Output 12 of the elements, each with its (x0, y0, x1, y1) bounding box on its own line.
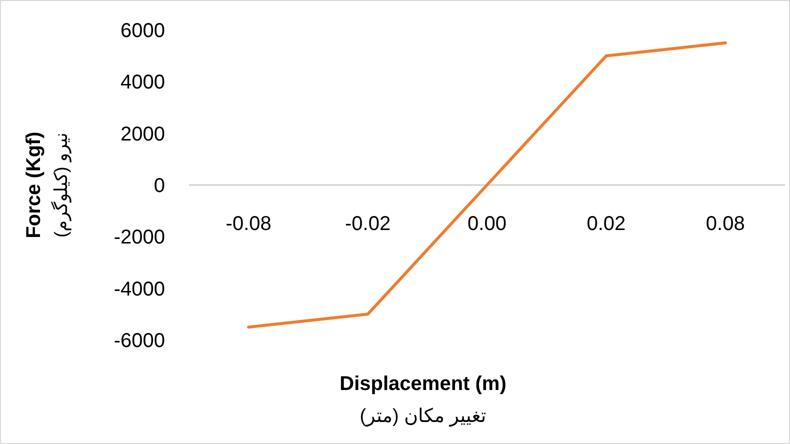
y-tick-label: -2000 (114, 226, 165, 249)
y-tick-label: -6000 (114, 330, 165, 352)
x-tick-label: -0.08 (226, 213, 272, 235)
y-tick-label: 6000 (120, 20, 165, 42)
y-tick-label: -4000 (114, 278, 165, 300)
y-tick-label: 2000 (120, 123, 165, 146)
x-tick-label: -0.02 (345, 213, 391, 235)
y-tick-label: 0 (154, 175, 165, 197)
x-tick-label: 0.02 (586, 213, 626, 235)
x-tick-label: 0.08 (706, 213, 745, 235)
y-tick-label: 4000 (120, 72, 165, 94)
x-tick-label: 0.00 (468, 213, 506, 235)
